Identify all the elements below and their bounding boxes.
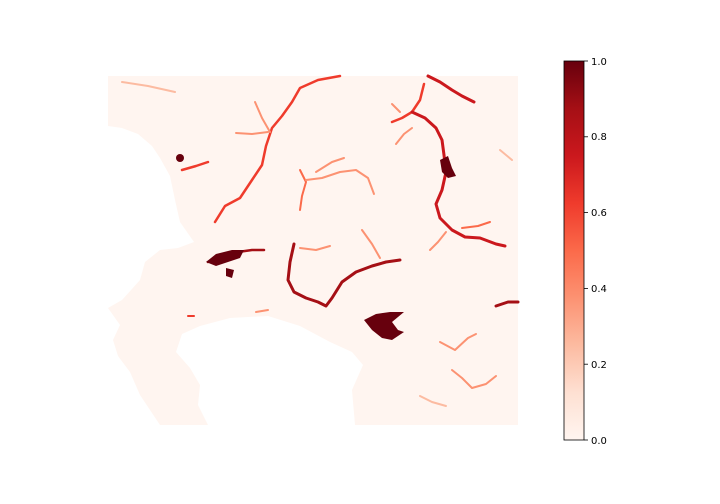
river-segment: [235, 131, 269, 135]
river-segment: [461, 221, 491, 229]
raster-map: [108, 74, 520, 425]
patch: [176, 154, 184, 162]
colorbar-tick-label: 1.0: [591, 57, 607, 68]
colorbar: 0.0 0.2 0.4 0.6 0.8 1.0: [563, 57, 607, 447]
colorbar-tick-labels: 0.0 0.2 0.4 0.6 0.8 1.0: [591, 57, 607, 447]
colorbar-ticks: [584, 60, 588, 441]
colorbar-tick-label: 0.6: [591, 208, 607, 219]
river-segment: [451, 369, 497, 389]
river-segment: [315, 157, 345, 173]
river-segment: [391, 103, 401, 113]
river-segment: [255, 309, 269, 313]
river-segment: [429, 231, 447, 251]
colorbar-tick-label: 0.4: [591, 284, 607, 295]
river-segment: [361, 229, 381, 259]
patch: [440, 156, 456, 178]
colorbar-tick-label: 0.8: [591, 132, 607, 143]
river-segment: [395, 127, 413, 145]
river-segment: [426, 74, 476, 104]
river-segment: [299, 169, 307, 211]
river-segment: [121, 81, 176, 93]
river-segment: [213, 74, 342, 224]
river-segment: [286, 242, 402, 308]
river-segment: [254, 101, 271, 133]
patch: [364, 312, 404, 340]
river-segment: [410, 110, 507, 248]
river-segment: [499, 149, 513, 161]
river-segment: [419, 395, 447, 407]
colorbar-tick-label: 0.0: [591, 436, 607, 447]
high-value-patches: [176, 154, 456, 340]
river-segment: [494, 300, 520, 308]
river-network: [121, 74, 520, 407]
river-segment: [299, 245, 331, 251]
colorbar-tick-label: 0.2: [591, 360, 607, 371]
colorbar-gradient: [563, 60, 585, 441]
river-segment: [180, 160, 210, 172]
patch: [206, 250, 244, 266]
river-segment: [439, 333, 477, 351]
river-segment: [305, 169, 375, 195]
patch: [226, 268, 234, 278]
